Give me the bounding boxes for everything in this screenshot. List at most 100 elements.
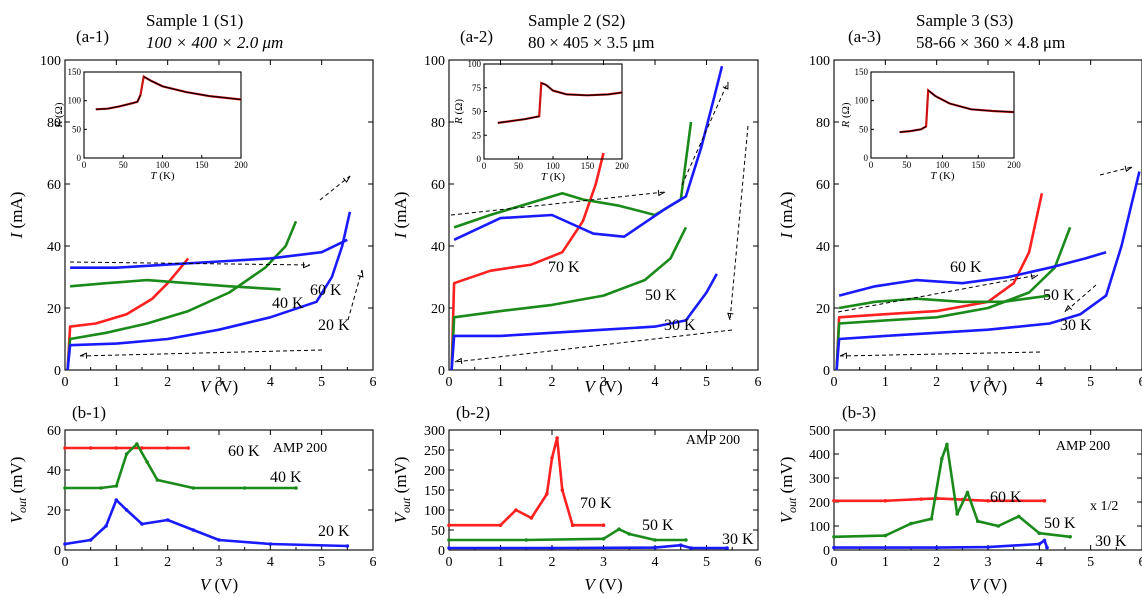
series-line-30K: [450, 273, 718, 371]
sample-title: Sample 3 (S3): [916, 11, 1013, 30]
data-point: [560, 488, 565, 492]
series-line-50K: [450, 226, 688, 371]
x-tick-label: 4: [652, 555, 659, 570]
inset-curve: [497, 81, 623, 124]
data-point: [242, 486, 247, 490]
x-tick-label: 2: [549, 375, 556, 390]
temperature-label: 60 K: [310, 282, 342, 299]
inset-plot: 0 50 100 150 200 0 50 100 150 T (K) R (Ω): [53, 67, 248, 182]
x-tick-label: 6: [370, 375, 377, 390]
series-line-30K: [835, 171, 1141, 371]
series-line-branch: [69, 278, 281, 291]
inset-x-axis-label: T (K): [930, 170, 954, 182]
data-point: [114, 446, 119, 450]
y-tick-label: 0: [438, 364, 445, 379]
y-tick-label: 40: [816, 240, 830, 255]
y-axis-label-symbol: V: [777, 510, 796, 523]
inset-x-tick-label: 150: [972, 160, 986, 170]
data-point: [135, 442, 139, 446]
y-tick-label: 100: [40, 54, 61, 69]
y-axis-label-subscript: out: [399, 497, 413, 513]
x-tick-label: 4: [652, 375, 659, 390]
dashed-guide-arrow: [837, 274, 1039, 313]
x-tick-label: 4: [267, 375, 274, 390]
dashed-guide-arrow: [347, 269, 363, 321]
data-point: [832, 545, 836, 550]
sample-dimensions: 58-66 × 360 × 4.8 μm: [916, 33, 1065, 52]
arrow-head: [357, 269, 364, 278]
y-tick-label: 0: [823, 544, 830, 559]
data-point: [940, 457, 944, 461]
data-point: [545, 492, 549, 496]
data-point: [99, 486, 103, 490]
y-tick-label: 400: [809, 448, 830, 463]
data-point: [1045, 545, 1049, 550]
dashed-guide-arrow: [839, 351, 1041, 357]
inset-x-tick-label: 150: [581, 161, 595, 171]
x-tick-label: 6: [755, 555, 762, 570]
y-tick-label: 80: [816, 116, 830, 131]
inset-y-tick-label: 75: [472, 83, 482, 93]
inset-y-axis-label: R (Ω): [840, 102, 852, 128]
y-axis-label-unit: (mA): [391, 192, 410, 233]
y-tick-label: 200: [424, 464, 445, 479]
panel-label: (a-3): [848, 27, 881, 46]
data-point: [447, 523, 451, 527]
inset-x-axis-label: T (K): [150, 170, 174, 182]
inset-y-axis-label: R (Ω): [53, 102, 65, 128]
x-tick-label: 3: [600, 555, 607, 570]
x-axis-label-unit: (V): [979, 575, 1007, 594]
inset-x-tick-label: 100: [936, 160, 950, 170]
data-point: [186, 446, 190, 450]
y-axis-label-subscript: out: [785, 497, 799, 513]
temperature-label: 50 K: [642, 517, 674, 534]
inset-y-tick-label: 50: [472, 107, 482, 117]
data-point: [524, 538, 529, 542]
arrow-head: [79, 352, 88, 359]
temperature-label: 30 K: [1060, 317, 1092, 334]
x-tick-label: 5: [703, 375, 710, 390]
dashed-guide-arrow: [729, 125, 749, 321]
temperature-label: 30 K: [1095, 533, 1127, 550]
dashed-guide-arrow: [454, 329, 733, 363]
data-point: [832, 499, 836, 503]
y-tick-label: 0: [54, 364, 61, 379]
data-point: [140, 522, 144, 526]
x-tick-label: 3: [216, 375, 223, 390]
data-point: [689, 546, 693, 550]
y-axis-label-unit: (mV): [777, 457, 796, 498]
data-point: [955, 512, 959, 516]
inset-y-tick-label: 100: [855, 96, 869, 106]
x-axis-label-symbol: V: [584, 377, 597, 396]
data-point: [570, 523, 575, 527]
x-axis-label-unit: (V): [595, 575, 623, 594]
y-tick-label: 100: [424, 54, 445, 69]
series-line-20K: [64, 498, 348, 548]
y-axis-label-symbol: V: [391, 510, 410, 523]
data-point: [996, 524, 1001, 528]
scale-note: x 1/2: [1090, 499, 1118, 514]
temperature-label: 40 K: [272, 295, 304, 312]
temperature-label: 40 K: [270, 469, 302, 486]
inset-x-tick-label: 50: [514, 161, 524, 171]
series-line-branch: [453, 121, 693, 229]
arrow-head: [1030, 273, 1039, 280]
x-axis-label-unit: (V): [210, 575, 238, 594]
x-axis-label-symbol: V: [200, 377, 213, 396]
x-tick-label: 5: [703, 555, 710, 570]
series-line-50K: [835, 226, 1072, 371]
y-tick-label: 60: [431, 178, 445, 193]
data-point: [684, 538, 688, 542]
inset-curve: [95, 74, 242, 111]
y-tick-label: 0: [823, 364, 830, 379]
inset-x-tick-label: 50: [902, 160, 912, 170]
x-axis-label: V (V): [584, 377, 622, 396]
x-tick-label: 4: [267, 555, 274, 570]
inset-frame: [83, 71, 242, 159]
temperature-label: 30 K: [722, 531, 754, 548]
data-point: [1068, 535, 1072, 539]
